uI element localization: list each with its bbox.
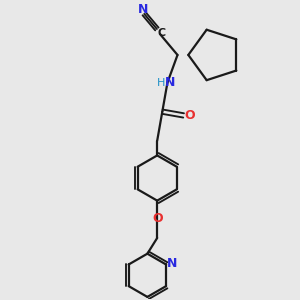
Text: O: O — [152, 212, 163, 225]
Text: N: N — [167, 257, 177, 270]
Text: O: O — [184, 109, 195, 122]
Text: C: C — [158, 28, 166, 38]
Text: H: H — [157, 78, 166, 88]
Text: N: N — [165, 76, 176, 89]
Text: N: N — [138, 2, 148, 16]
